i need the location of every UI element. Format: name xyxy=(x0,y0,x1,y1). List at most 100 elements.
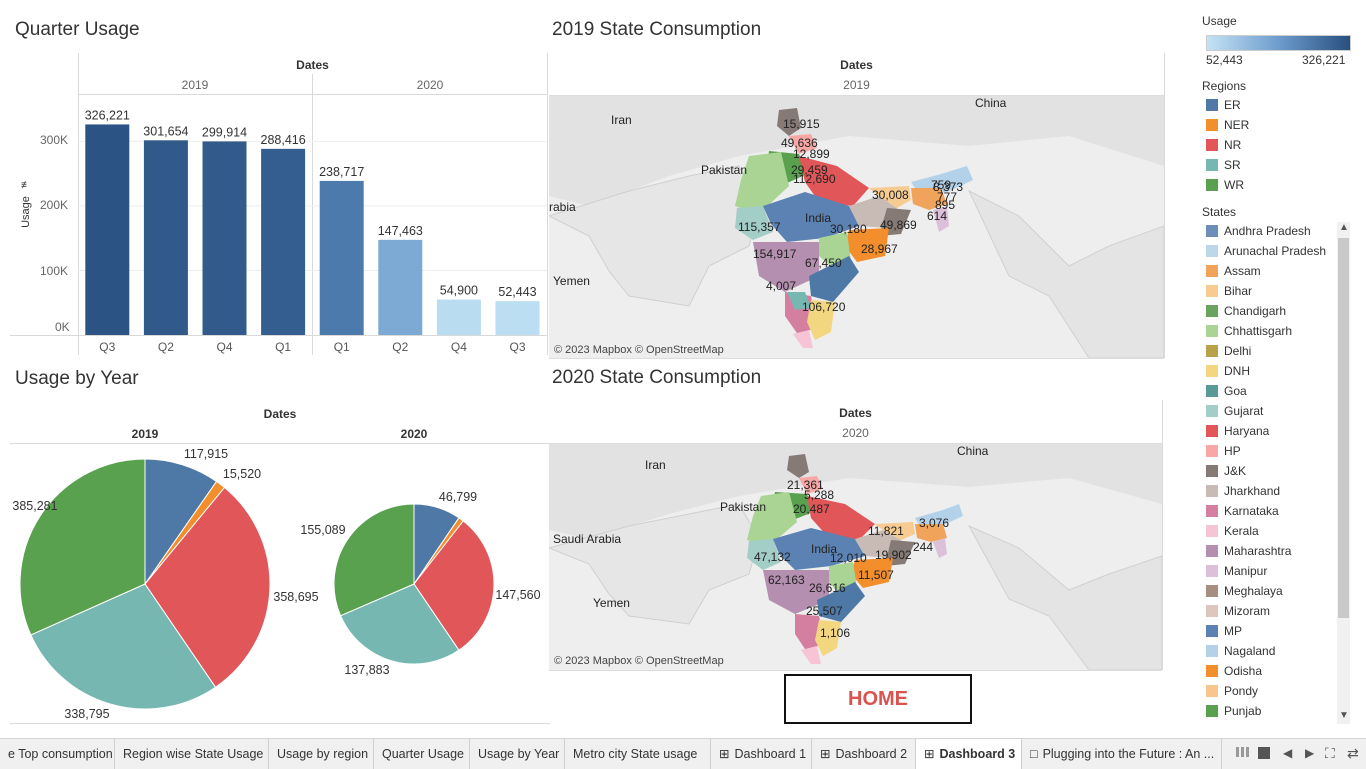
scroll-up-arrow[interactable]: ▲ xyxy=(1339,222,1349,233)
map2019-label: 106,720 xyxy=(802,300,846,314)
map2020-attribution[interactable]: © 2023 Mapbox © OpenStreetMap xyxy=(554,655,724,667)
tab-region-wise-state-usage[interactable]: Region wise State Usage xyxy=(115,739,269,769)
pie-slice[interactable] xyxy=(144,486,271,688)
region-legend-item[interactable]: NER xyxy=(1206,118,1249,132)
state-legend-item[interactable]: Haryana xyxy=(1206,424,1269,438)
tab-dashboard-1[interactable]: ⊞ Dashboard 1 xyxy=(711,739,812,769)
legend-label: SR xyxy=(1224,158,1241,172)
map2020-label: 62,163 xyxy=(768,573,805,587)
legend-swatch xyxy=(1206,465,1218,477)
state-legend-item[interactable]: MP xyxy=(1206,624,1242,638)
map2019-label: 614 xyxy=(927,209,948,223)
state-legend-item[interactable]: Arunachal Pradesh xyxy=(1206,244,1326,258)
state-legend-item[interactable]: Jharkhand xyxy=(1206,484,1280,498)
map2019-label: 30,180 xyxy=(830,222,867,236)
map2019[interactable]: Iran China Pakistan India Yemen rabia 15… xyxy=(549,95,1164,359)
legend-swatch xyxy=(1206,119,1218,131)
map2019-place-yemen: Yemen xyxy=(553,274,590,288)
x-tick-label: Q3 xyxy=(509,340,525,354)
y-tick-100k: 100K xyxy=(40,264,69,278)
usage-by-year-pie-charts[interactable]: 117,915 15,520 358,695 338,795 385,281 46,799… xyxy=(0,444,550,724)
tab-usage-by-region[interactable]: Usage by region xyxy=(269,739,374,769)
state-legend-item[interactable]: Punjab xyxy=(1206,704,1261,718)
state-legend-item[interactable]: Mizoram xyxy=(1206,604,1270,618)
pie-slice[interactable] xyxy=(19,458,146,636)
first-sheet-icon[interactable]: ◀ xyxy=(1283,746,1293,760)
state-legend-item[interactable]: Delhi xyxy=(1206,344,1251,358)
state-legend-item[interactable]: DNH xyxy=(1206,364,1250,378)
state-legend-item[interactable]: Karnataka xyxy=(1206,504,1279,518)
legend-label: Mizoram xyxy=(1224,604,1271,618)
pie-slice[interactable] xyxy=(144,458,218,586)
map2020-title: 2020 State Consumption xyxy=(552,367,762,388)
bar[interactable] xyxy=(319,180,364,335)
map2020-place-saudi: Saudi Arabia xyxy=(553,532,622,546)
tab-dashboard-2[interactable]: ⊞ Dashboard 2 xyxy=(812,739,916,769)
bar[interactable] xyxy=(261,148,306,335)
tab-dashboard-3[interactable]: ⊞ Dashboard 3 xyxy=(916,739,1022,769)
state-legend-item[interactable]: Kerala xyxy=(1206,524,1259,538)
state-legend-item[interactable]: Chandigarh xyxy=(1206,304,1286,318)
tab-usage-by-year[interactable]: Usage by Year xyxy=(470,739,565,769)
tab-metro-city-state-usage[interactable]: Metro city State usage xyxy=(565,739,711,769)
scroll-down-arrow[interactable]: ▼ xyxy=(1339,710,1349,721)
bar[interactable] xyxy=(378,239,423,335)
fullscreen-icon[interactable]: ⛶ xyxy=(1325,745,1335,761)
bar[interactable] xyxy=(436,299,481,335)
states-legend-scrollbar[interactable]: ▲ ▼ xyxy=(1337,222,1350,724)
tab-top-consumption[interactable]: e Top consumption xyxy=(0,739,115,769)
share-icon[interactable]: ⇄ xyxy=(1347,745,1359,761)
x-tick-label: Q2 xyxy=(392,340,408,354)
next-sheet-icon[interactable]: ▶ xyxy=(1305,746,1315,760)
state-legend-item[interactable]: Pondy xyxy=(1206,684,1258,698)
region-legend-item[interactable]: WR xyxy=(1206,178,1244,192)
map2020[interactable]: Iran China Pakistan India Saudi Arabia Y… xyxy=(549,443,1162,671)
bar[interactable] xyxy=(202,141,247,335)
quarter-usage-header: Dates xyxy=(296,58,329,72)
region-legend-item[interactable]: SR xyxy=(1206,158,1241,172)
legend-swatch xyxy=(1206,685,1218,697)
state-legend-item[interactable]: Gujarat xyxy=(1206,404,1263,418)
state-legend-item[interactable]: J&K xyxy=(1206,464,1246,478)
state-legend-item[interactable]: Assam xyxy=(1206,264,1261,278)
state-legend-item[interactable]: Goa xyxy=(1206,384,1247,398)
show-filmstrip-icon[interactable] xyxy=(1236,747,1250,757)
state-legend-item[interactable]: Manipur xyxy=(1206,564,1267,578)
state-legend-item[interactable]: Bihar xyxy=(1206,284,1252,298)
pie-slice[interactable] xyxy=(333,503,415,617)
bar[interactable] xyxy=(495,301,540,335)
pie-slice[interactable] xyxy=(413,520,495,651)
bar[interactable] xyxy=(85,124,130,335)
legend-swatch xyxy=(1206,505,1218,517)
state-legend-item[interactable]: Andhra Pradesh xyxy=(1206,224,1311,238)
legend-swatch xyxy=(1206,365,1218,377)
state-legend-item[interactable]: Odisha xyxy=(1206,664,1262,678)
state-legend-item[interactable]: Meghalaya xyxy=(1206,584,1283,598)
pie-slice[interactable] xyxy=(339,583,460,665)
state-legend-item[interactable]: Nagaland xyxy=(1206,644,1275,658)
state-legend-item[interactable]: Maharashtra xyxy=(1206,544,1291,558)
map2020-india-states xyxy=(747,454,963,664)
map2019-place-arabia: rabia xyxy=(549,200,576,214)
quarter-usage-bar-chart[interactable]: 326,221 Q3 301,654 Q2 299,914 Q4 288,416 Q1 238,… xyxy=(78,95,547,357)
pie-slice[interactable] xyxy=(30,583,217,710)
pie-value-label: 117,915 xyxy=(184,447,228,461)
tab-plugging-into-the-future[interactable]: □ Plugging into the Future : An ... xyxy=(1022,739,1222,769)
map2020-label: 20,487 xyxy=(793,502,830,516)
pie-value-label: 15,520 xyxy=(223,467,261,481)
state-legend-item[interactable]: HP xyxy=(1206,444,1241,458)
state-legend-item[interactable]: Chhattisgarh xyxy=(1206,324,1292,338)
region-legend-item[interactable]: ER xyxy=(1206,98,1241,112)
map2019-india-states xyxy=(735,108,973,348)
tab-quarter-usage[interactable]: Quarter Usage xyxy=(374,739,470,769)
y-axis-icon[interactable]: ≢ xyxy=(21,180,31,191)
scroll-thumb[interactable] xyxy=(1338,238,1349,618)
home-button[interactable]: HOME xyxy=(784,674,972,724)
show-tabs-icon[interactable] xyxy=(1258,747,1270,759)
legend-swatch xyxy=(1206,625,1218,637)
bar[interactable] xyxy=(143,140,188,335)
region-legend-item[interactable]: NR xyxy=(1206,138,1241,152)
map2019-attribution[interactable]: © 2023 Mapbox © OpenStreetMap xyxy=(554,344,724,356)
legend-swatch xyxy=(1206,265,1218,277)
legend-swatch xyxy=(1206,245,1218,257)
